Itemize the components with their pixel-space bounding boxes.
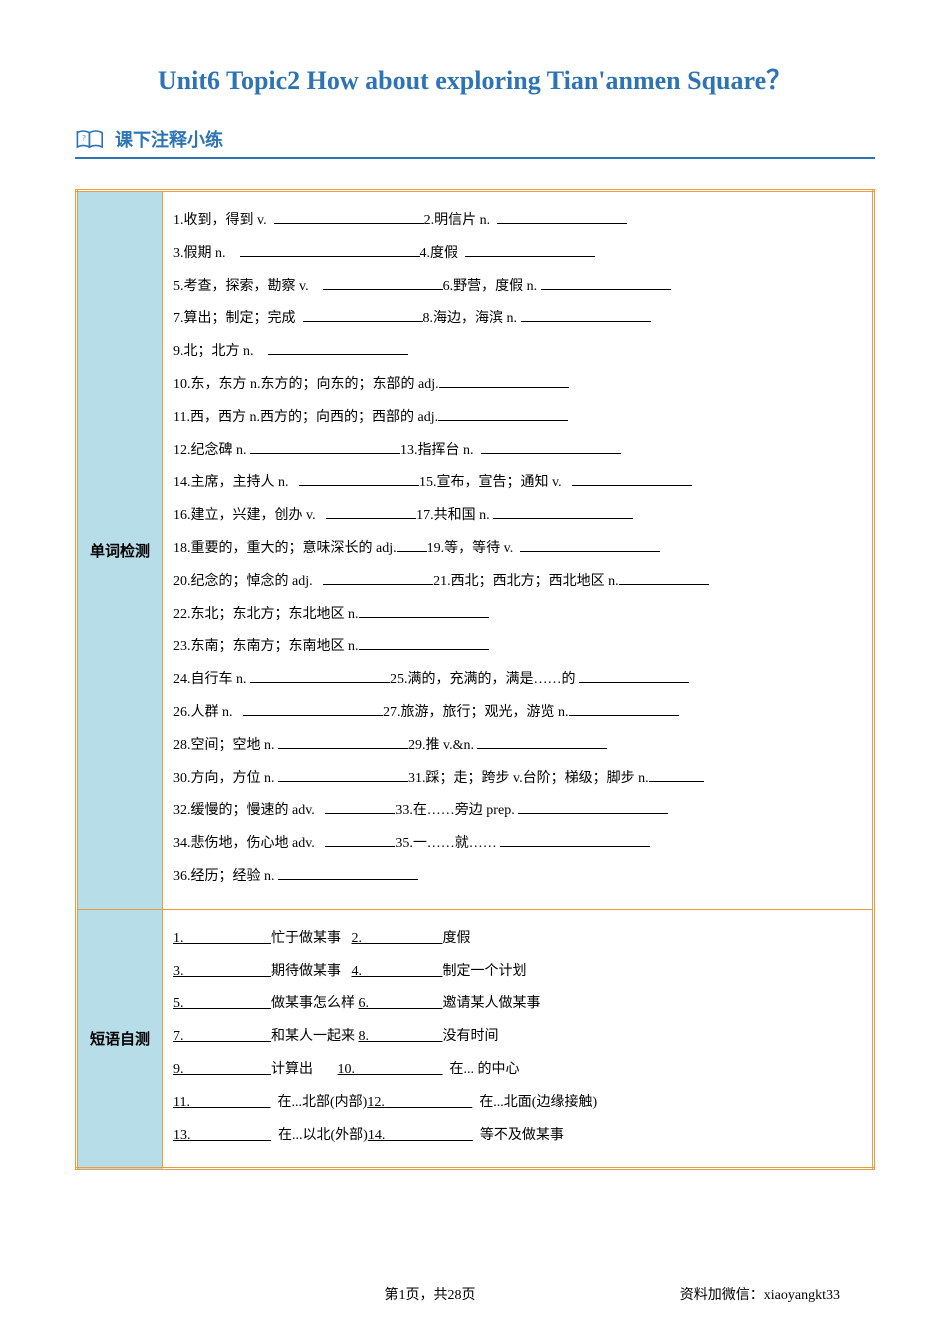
row-label-vocab: 单词检测 <box>77 191 163 910</box>
vocab-cell: 1.收到，得到 v. 2.明信片 n. 3.假期 n. 4.度假 5.考查，探索… <box>163 191 874 910</box>
page-footer: 第1页，共28页 资料加微信：xiaoyangkt33 <box>0 1284 950 1304</box>
worksheet-table: 单词检测 1.收到，得到 v. 2.明信片 n. 3.假期 n. 4.度假 5.… <box>75 189 875 1170</box>
book-icon: ? <box>75 125 107 153</box>
page-title: Unit6 Topic2 How about exploring Tian'an… <box>75 60 875 97</box>
row-label-phrase: 短语自测 <box>77 909 163 1169</box>
footer-wechat: 资料加微信：xiaoyangkt33 <box>680 1284 840 1304</box>
phrase-cell: 1. 忙于做某事 2. 度假 3. 期待做某事 4. 制定一个计划 5. 做某事… <box>163 909 874 1169</box>
section-header: ? 课下注释小练 <box>75 125 875 159</box>
svg-text:?: ? <box>82 134 86 143</box>
section-label: 课下注释小练 <box>115 126 223 152</box>
